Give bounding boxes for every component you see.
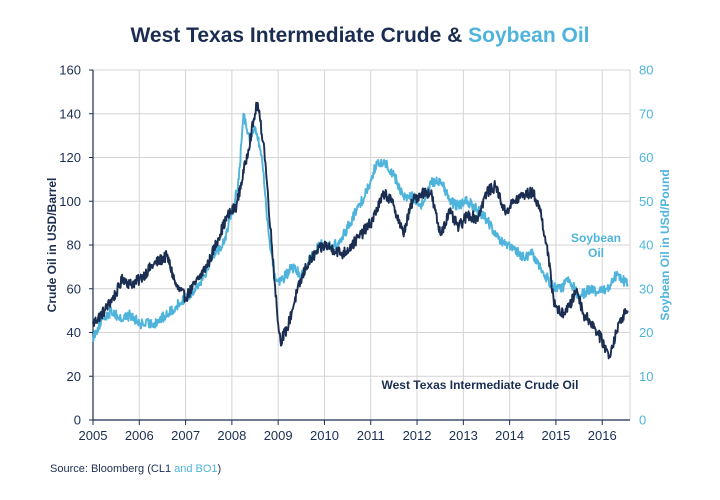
x-tick-label-2008: 2008 <box>217 428 246 443</box>
source-accent: and BO1 <box>174 463 217 475</box>
y-left-tick-label-120: 120 <box>59 150 81 165</box>
y-right-axis-title: Soybean Oil in USd/Pound <box>658 169 672 320</box>
grid <box>93 69 631 420</box>
y-right-tick-label-40: 40 <box>639 238 653 253</box>
y-left-tick-label-100: 100 <box>59 194 81 209</box>
y-right-tick-label-30: 30 <box>639 281 653 296</box>
chart-title: West Texas Intermediate Crude & Soybean … <box>130 24 589 47</box>
soybean-series-label-line2: Oil <box>588 246 604 260</box>
y-left-tick-label-0: 0 <box>74 413 81 428</box>
x-tick-label-2016: 2016 <box>588 428 617 443</box>
x-tick-label-2015: 2015 <box>541 428 570 443</box>
source-prefix: Source: Bloomberg (CL1 <box>50 463 174 475</box>
x-tick-label-2013: 2013 <box>449 428 478 443</box>
x-tick-label-2011: 2011 <box>357 428 385 443</box>
y-right-tick-label-0: 0 <box>639 413 646 428</box>
series-layer <box>92 101 629 360</box>
y-left-tick-label-40: 40 <box>67 325 81 340</box>
y-right-tick-label-10: 10 <box>639 369 653 384</box>
y-left-tick-label-60: 60 <box>67 281 81 296</box>
y-right-tick-label-60: 60 <box>639 150 653 165</box>
wti-series-label: West Texas Intermediate Crude Oil <box>382 378 579 392</box>
soybean-series-label-line1: Soybean <box>571 231 621 245</box>
x-tick-label-2006: 2006 <box>125 428 154 443</box>
series-line-wti-crude <box>92 101 629 360</box>
x-tick-label-2009: 2009 <box>264 428 293 443</box>
y-left-tick-label-140: 140 <box>59 106 81 121</box>
y-left-tick-label-160: 160 <box>59 63 81 78</box>
series-line-soybean-oil <box>92 112 629 342</box>
y-right-tick-label-20: 20 <box>639 325 653 340</box>
y-left-tick-label-20: 20 <box>67 369 81 384</box>
source-note: Source: Bloomberg (CL1 and BO1) <box>50 463 221 475</box>
x-tick-label-2012: 2012 <box>403 428 432 443</box>
source-suffix: ) <box>218 463 222 475</box>
y-right-tick-label-50: 50 <box>639 194 653 209</box>
y-left-tick-label-80: 80 <box>67 238 81 253</box>
x-tick-label-2005: 2005 <box>79 428 108 443</box>
y-right-tick-label-70: 70 <box>639 106 653 121</box>
y-right-tick-label-80: 80 <box>639 63 653 78</box>
ticks: 2005 2006 2007 2008 2009 2010 2011 2012 2013 2014… <box>59 63 653 444</box>
x-tick-label-2014: 2014 <box>495 428 524 443</box>
x-tick-label-2007: 2007 <box>171 428 200 443</box>
chart-title-part1: West Texas Intermediate Crude & <box>130 24 468 47</box>
chart-title-part2: Soybean Oil <box>468 24 589 47</box>
x-tick-label-2010: 2010 <box>310 428 339 443</box>
y-left-axis-title: Crude Oil in USD/Barrel <box>45 178 59 313</box>
